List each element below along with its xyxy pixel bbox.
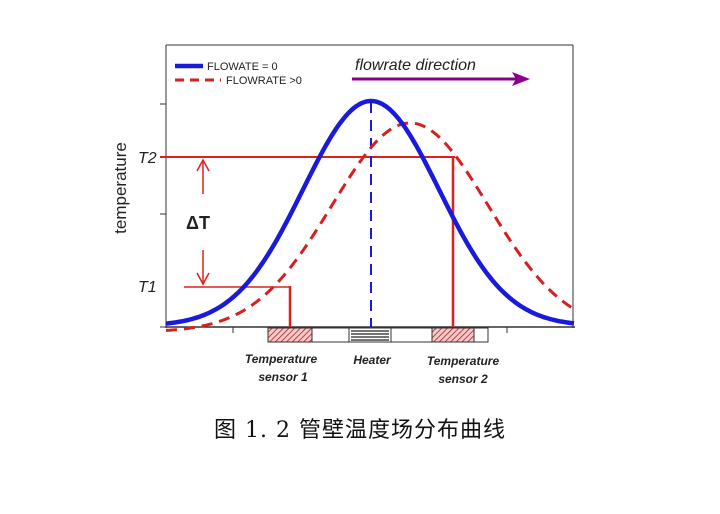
flow-curve xyxy=(165,121,575,332)
figure-caption: 图 1. 2 管壁温度场分布曲线 xyxy=(214,418,506,443)
no-flow-curve xyxy=(165,98,575,326)
legend-label-no-flow: FLOWATE = 0 xyxy=(207,61,278,73)
t1-label: T1 xyxy=(138,279,157,296)
t2-label: T2 xyxy=(138,150,157,167)
y-ticks xyxy=(160,103,166,328)
sensor1-label-line1: Temperature xyxy=(245,352,318,366)
sensor2-element xyxy=(431,327,475,343)
legend-label-flow: FLOWRATE >0 xyxy=(226,75,302,87)
delta-t-up-arrow xyxy=(196,158,210,194)
component-bar xyxy=(267,327,489,343)
heater-label: Heater xyxy=(353,353,392,367)
sensor2-label-line1: Temperature xyxy=(427,354,500,368)
flow-direction-arrow xyxy=(352,72,530,86)
sensor1-label-line2: sensor 1 xyxy=(258,370,308,384)
heater-lines xyxy=(351,330,389,341)
legend: FLOWATE = 0 FLOWRATE >0 xyxy=(175,61,302,87)
sensor2-label-line2: sensor 2 xyxy=(438,372,488,386)
delta-t-down-arrow xyxy=(196,250,210,286)
sensor1-element xyxy=(267,327,313,343)
delta-t-label: ΔT xyxy=(186,213,210,233)
y-axis-label: temperature xyxy=(111,142,130,234)
flow-direction-label: flowrate direction xyxy=(355,57,476,74)
